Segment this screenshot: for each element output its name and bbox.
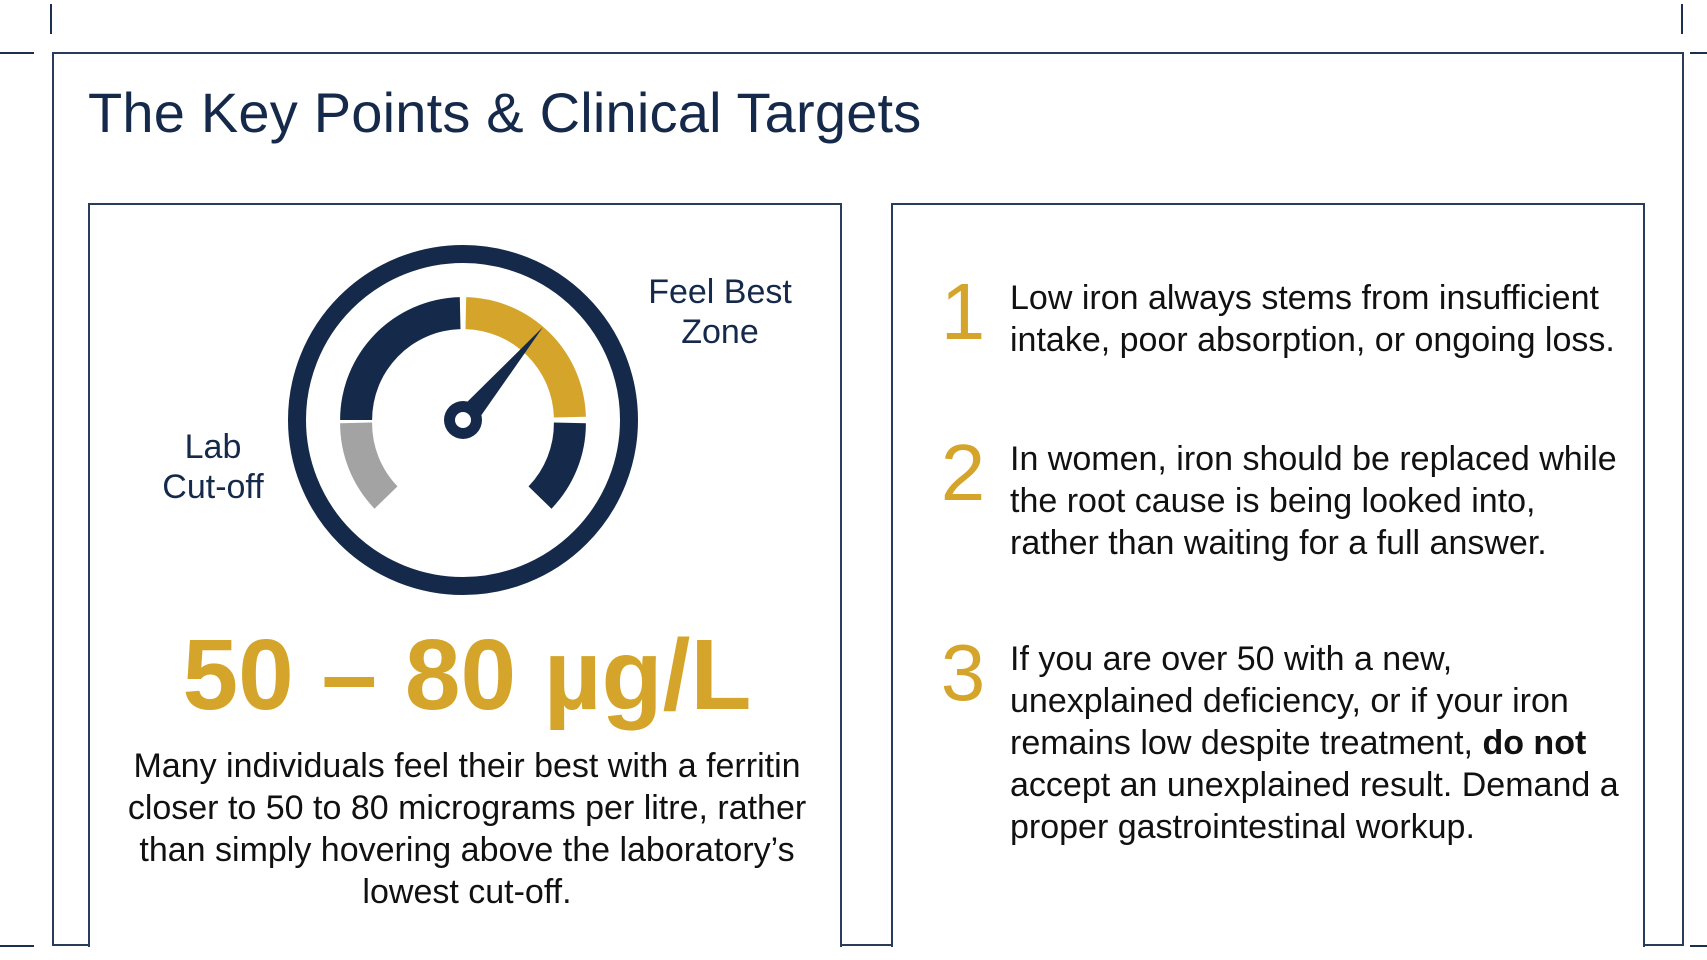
key-point-number: 1: [940, 267, 986, 356]
key-point-text: If you are over 50 with a new, unexplain…: [1010, 638, 1630, 848]
lab-cutoff-label-line2: Cut-off: [162, 468, 264, 506]
key-points-panel: 1 Low iron always stems from insufficien…: [891, 203, 1645, 947]
left-rule: [0, 52, 34, 54]
gauge-segment-gray: [340, 422, 398, 509]
top-right-tick: [1681, 4, 1683, 34]
gauge-segment-navy-lower: [528, 422, 586, 509]
feel-best-zone-label: Feel Best Zone: [610, 272, 830, 352]
target-range-value: 50 – 80 µg/L: [182, 619, 752, 731]
slide-frame: [52, 52, 1684, 946]
page-title: The Key Points & Clinical Targets: [88, 81, 922, 144]
key-point-number: 2: [940, 428, 986, 517]
target-description: Many individuals feel their best with a …: [127, 747, 807, 911]
key-point-text-part: If you are over 50 with a new, unexplain…: [1010, 640, 1569, 762]
right-rule: [1690, 52, 1707, 54]
lab-cutoff-label: Lab Cut-off: [148, 427, 278, 507]
key-point-text: In women, iron should be replaced while …: [1010, 440, 1617, 562]
ferritin-gauge-icon: [288, 245, 638, 595]
gauge-outer-ring: [288, 245, 638, 595]
lab-cutoff-label-line1: Lab: [184, 428, 242, 466]
feel-best-zone-label-line1: Feel Best: [648, 273, 792, 311]
gauge-hub-center: [455, 412, 471, 428]
target-panel: Lab Cut-off Feel Best Zone 50 – 80 µg/L …: [88, 203, 842, 947]
gauge-segment-navy-upper: [340, 297, 461, 420]
feel-best-zone-label-line2: Zone: [681, 313, 759, 351]
top-left-tick: [50, 4, 52, 34]
key-point-text-emphasis: do not: [1482, 724, 1587, 762]
gauge-segment-gold: [465, 297, 586, 418]
key-point-text: Low iron always stems from insufficient …: [1010, 279, 1615, 359]
bottom-left-rule: [0, 945, 34, 947]
key-point-number: 3: [940, 628, 986, 717]
gauge-needle: [457, 327, 543, 430]
bottom-right-rule: [1690, 945, 1707, 947]
key-point-text-part: accept an unexplained result. Demand a p…: [1010, 766, 1619, 846]
